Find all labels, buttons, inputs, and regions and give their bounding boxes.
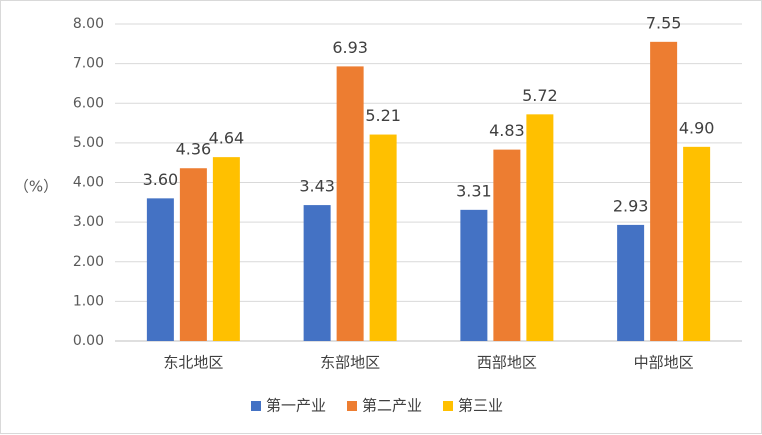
legend-label: 第一产业 [266,397,326,415]
data-label: 5.72 [522,86,558,105]
bar [212,157,240,341]
data-label: 4.64 [209,129,245,148]
bar [460,209,488,341]
y-tick-label: 6.00 [73,95,104,111]
bar [179,168,207,341]
y-tick-label: 5.00 [73,135,104,151]
legend-label: 第二产业 [362,397,422,415]
data-label: 2.93 [613,196,649,215]
bar [617,224,645,341]
y-axis-ticks: 0.00 1.00 2.00 3.00 4.00 5.00 6.00 7.00 8.00 [73,16,104,349]
bar [369,134,397,341]
bar [146,198,174,341]
x-tick-label: 东北地区 [163,354,223,372]
bars [146,41,711,342]
bar [336,66,364,342]
legend-swatch [443,401,453,411]
data-label: 3.31 [456,181,492,200]
x-axis-ticks: 东北地区 东部地区 西部地区 中部地区 [163,354,693,372]
data-label: 4.36 [176,140,212,159]
legend-label: 第三业 [458,397,503,415]
bar [303,205,331,341]
y-tick-label: 4.00 [73,175,104,191]
data-labels: 3.60 4.364.64 3.43 6.93 5.21 3.31 4.83 5.72 2.93… [143,13,715,215]
y-tick-label: 7.00 [73,56,104,72]
legend-swatch [347,401,357,411]
legend-swatch [251,401,261,411]
y-axis-label: （%） [14,178,58,196]
x-tick-label: 西部地区 [477,354,537,372]
bar [650,41,678,342]
x-tick-label: 东部地区 [320,354,380,372]
data-label: 7.55 [646,13,682,32]
bar [526,114,554,341]
gridlines [115,23,742,342]
bar [493,149,521,341]
legend: 第一产业 第二产业 第三业 [251,397,503,415]
data-label: 6.93 [332,38,368,57]
y-tick-label: 0.00 [73,333,104,349]
y-tick-label: 3.00 [73,214,104,230]
data-label: 3.43 [299,177,335,196]
y-tick-label: 2.00 [73,254,104,270]
data-label: 4.83 [489,121,525,140]
bar [683,146,711,341]
data-label: 4.90 [679,118,715,137]
data-label: 5.21 [365,106,401,125]
x-tick-label: 中部地区 [634,354,694,372]
y-tick-label: 1.00 [73,293,104,309]
data-label: 3.60 [143,170,179,189]
y-tick-label: 8.00 [73,16,104,32]
